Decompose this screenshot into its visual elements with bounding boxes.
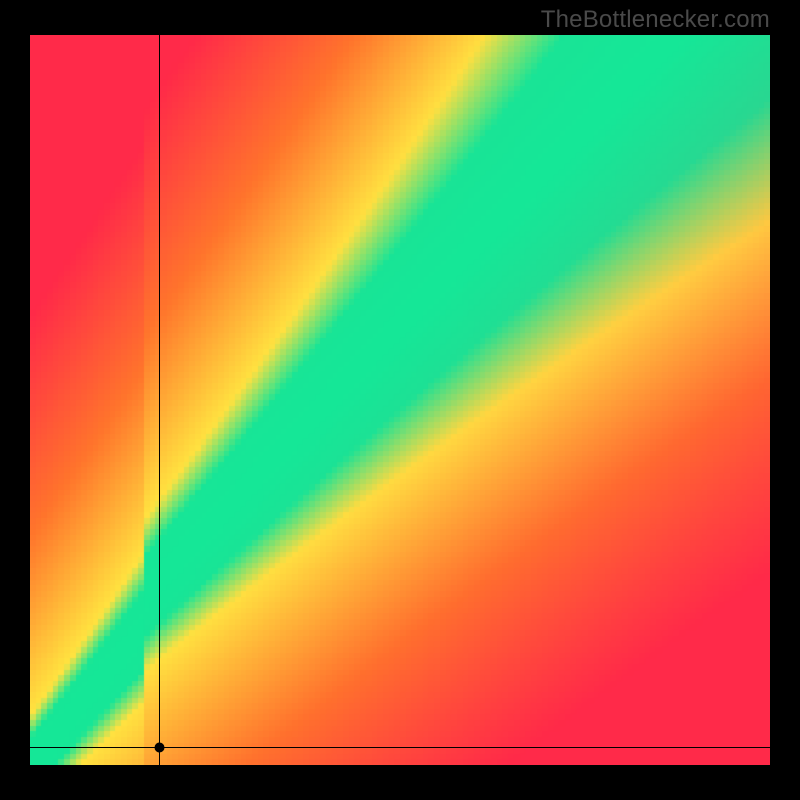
heatmap-canvas bbox=[30, 35, 770, 765]
watermark-text: TheBottlenecker.com bbox=[541, 6, 770, 34]
heatmap-plot bbox=[30, 35, 770, 765]
figure-frame: TheBottlenecker.com bbox=[0, 0, 800, 800]
